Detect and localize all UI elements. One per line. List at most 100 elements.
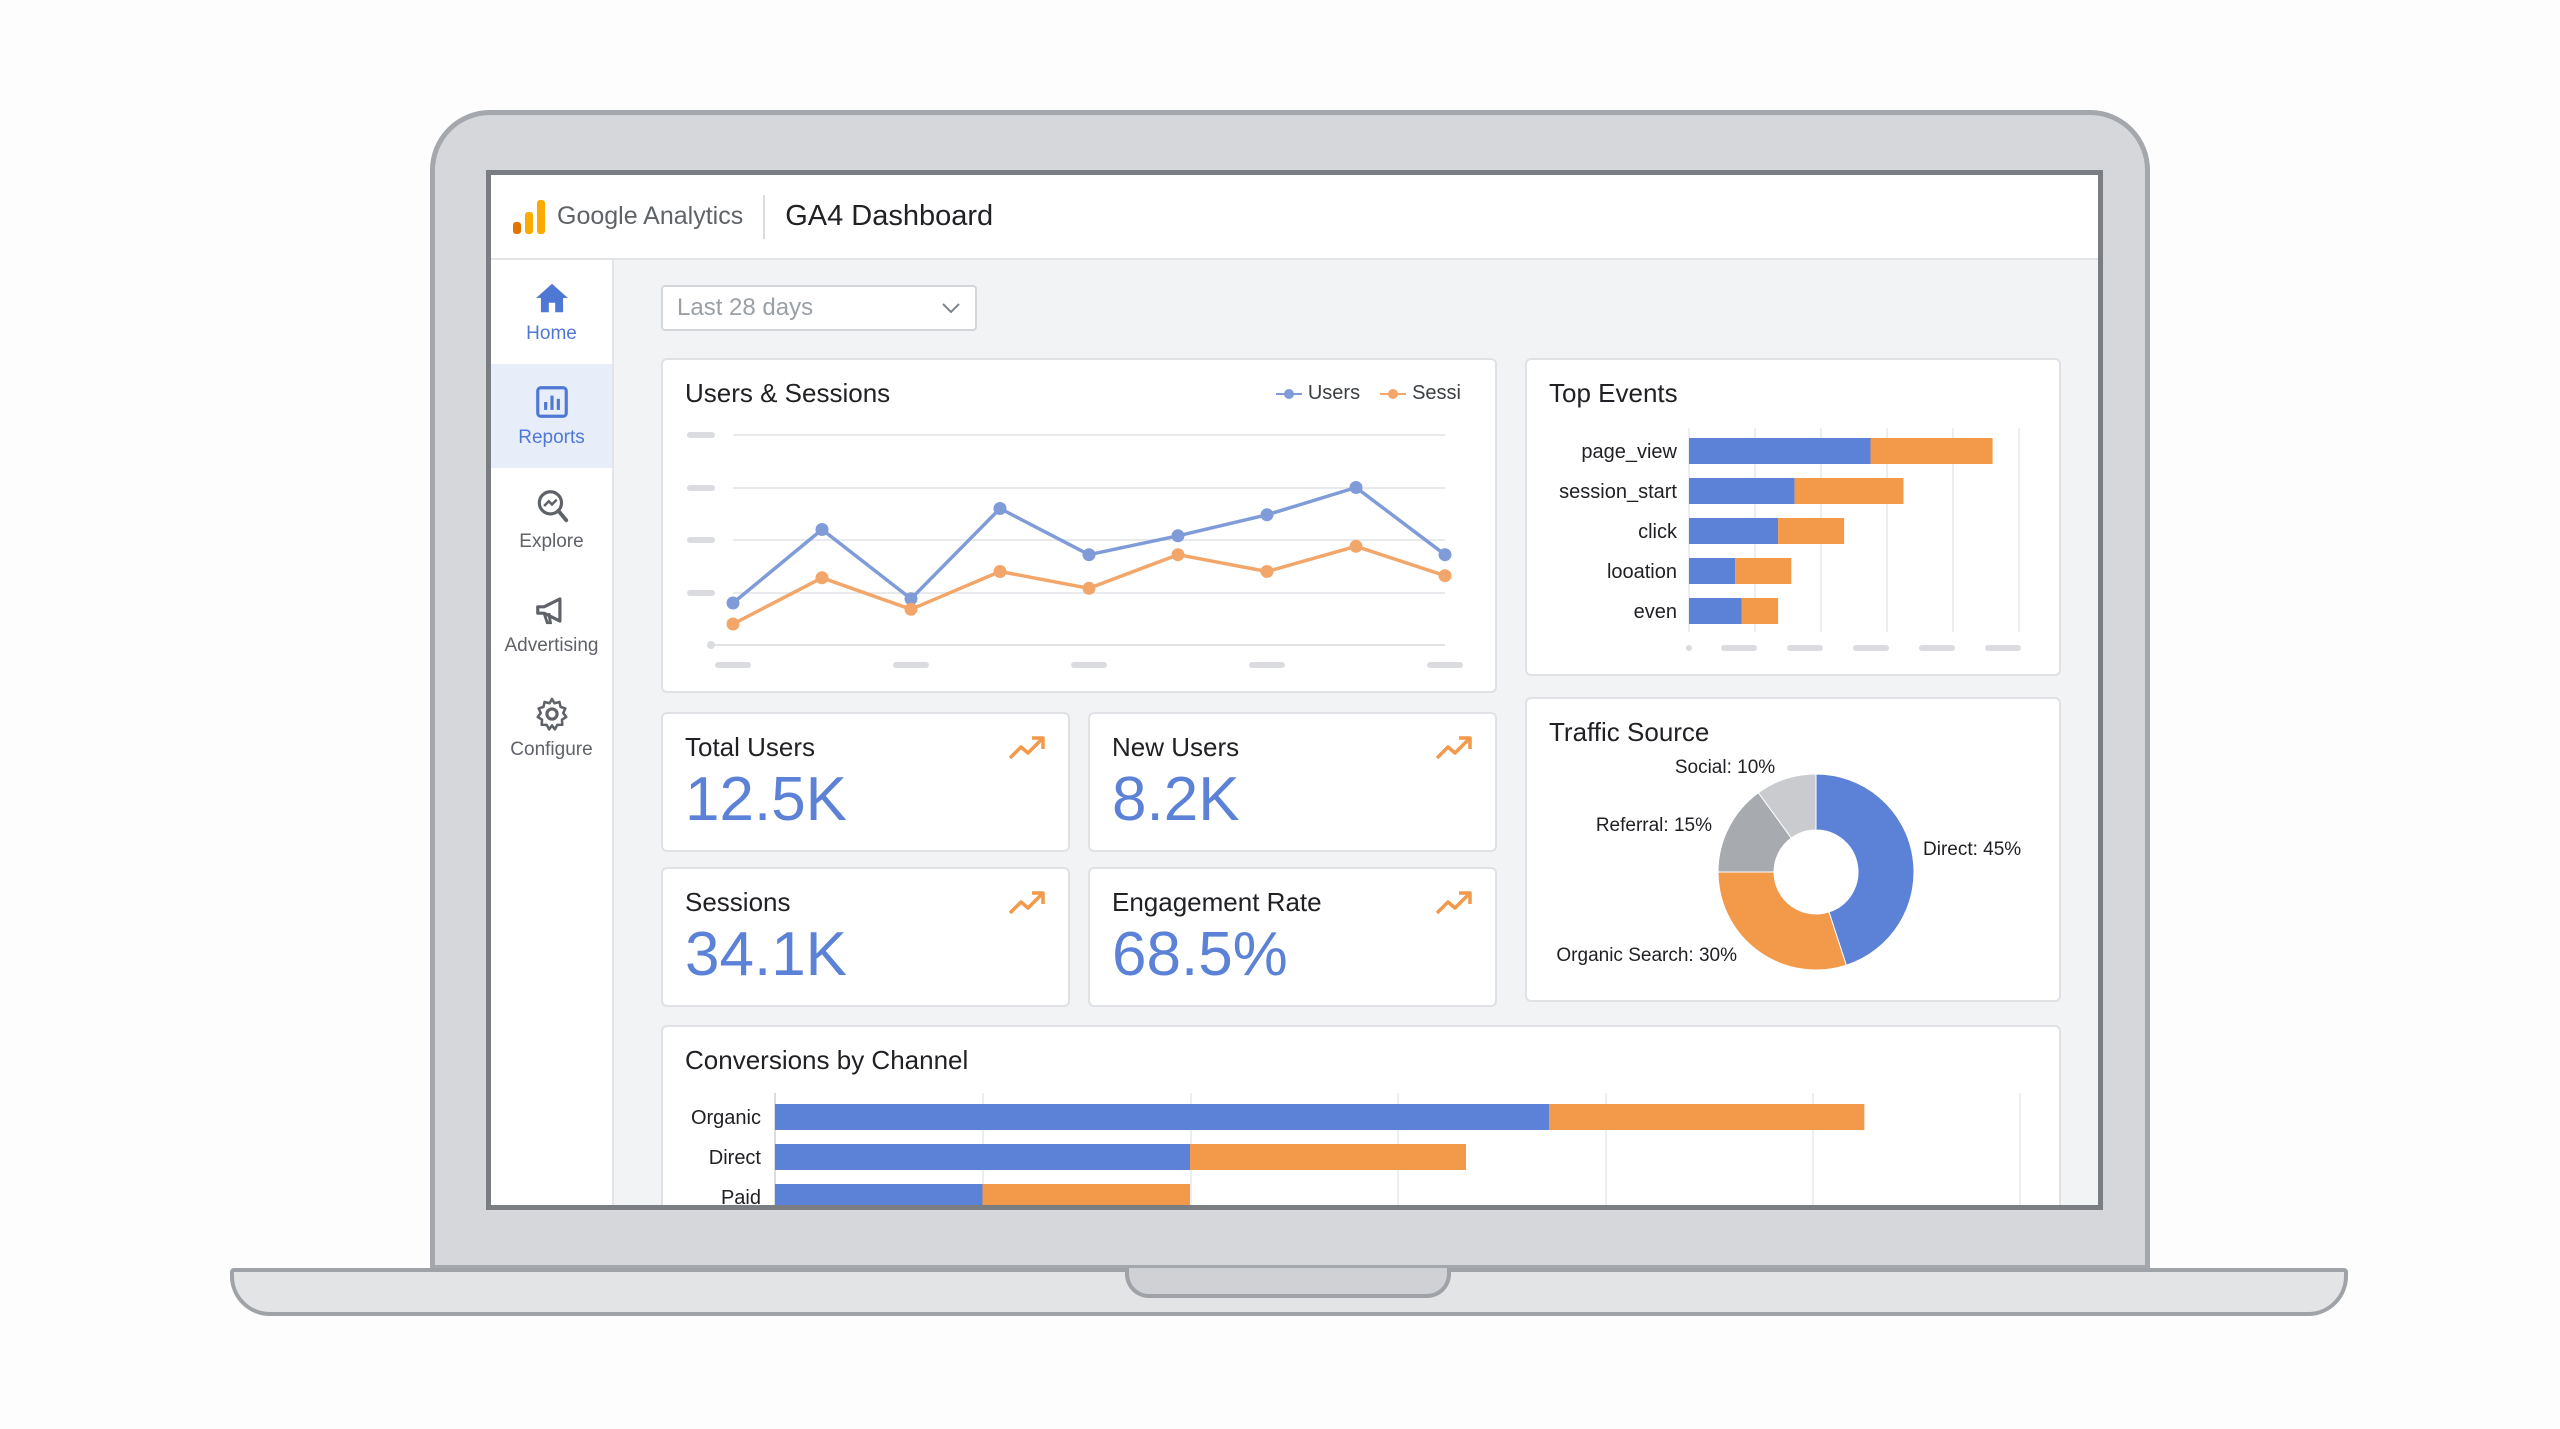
trend-up-icon xyxy=(1008,736,1045,760)
data-point-users xyxy=(1349,481,1363,494)
category-label: Organic xyxy=(691,1107,761,1129)
conversions-bar-chart: Organic Direct Paid xyxy=(691,1093,2021,1209)
kpi-card-engagement-rate[interactable]: Engagement Rate 68.5% xyxy=(1088,867,1497,1007)
data-point-sessions xyxy=(1349,539,1363,553)
x-tick-placeholder xyxy=(1249,662,1285,668)
data-point-users xyxy=(726,596,740,610)
category-label: session_start xyxy=(1559,481,1677,503)
data-point-sessions xyxy=(815,571,829,585)
sidebar-item-reports[interactable]: Reports xyxy=(491,364,612,468)
date-range-dropdown[interactable]: Last 28 days xyxy=(661,285,977,331)
kpi-value: 12.5K xyxy=(685,765,848,834)
page-title: GA4 Dashboard xyxy=(785,200,994,232)
chart-legend: Users Sessi xyxy=(1275,382,1461,405)
gear-icon xyxy=(535,697,568,731)
category-label: Paid xyxy=(721,1187,761,1209)
x-tick-placeholder xyxy=(715,662,751,668)
card-title: Users & Sessions xyxy=(685,378,891,408)
traffic-source-donut-chart: Direct: 45% Organic Search: 30% Referral: … xyxy=(1556,757,2021,971)
slice-label: Direct: 45% xyxy=(1923,839,2021,860)
top-bar: Google Analytics GA4 Dashboard xyxy=(491,175,2098,260)
sidebar-item-label: Configure xyxy=(510,739,593,760)
trend-up-icon xyxy=(1435,891,1472,915)
category-label: click xyxy=(1638,521,1678,543)
axis-origin-dot xyxy=(707,641,715,649)
legend-label: Users xyxy=(1307,382,1361,404)
bar-segment xyxy=(1190,1144,1466,1170)
card-title: Conversions by Channel xyxy=(685,1045,969,1075)
header-divider xyxy=(763,194,766,239)
kpi-value: 34.1K xyxy=(685,920,848,989)
data-point-sessions xyxy=(1260,565,1274,578)
data-point-sessions xyxy=(993,565,1007,578)
ga-logo[interactable]: Google Analytics xyxy=(513,199,744,234)
trend-up-icon xyxy=(1008,891,1045,915)
data-point-users xyxy=(815,523,829,536)
sidebar-item-label: Advertising xyxy=(504,635,599,656)
bar-segment xyxy=(775,1184,983,1205)
slice-label: Organic Search: 30% xyxy=(1556,945,1737,966)
bar-segment xyxy=(1689,438,1871,464)
kpi-label: Sessions xyxy=(685,887,791,917)
bar-segment xyxy=(1689,478,1795,504)
kpi-label: New Users xyxy=(1112,732,1240,762)
data-point-users xyxy=(1082,548,1096,562)
bar-segment xyxy=(1689,558,1736,584)
bar-segment xyxy=(1548,1104,1865,1130)
donut-slice xyxy=(1815,773,1915,966)
sidebar-item-configure[interactable]: Configure xyxy=(491,676,612,780)
data-point-sessions xyxy=(1438,569,1452,583)
megaphone-icon xyxy=(535,597,561,625)
date-range-value: Last 28 days xyxy=(677,294,814,321)
sidebar-item-advertising[interactable]: Advertising xyxy=(491,572,612,676)
category-label: Direct xyxy=(709,1147,762,1169)
y-tick-placeholder xyxy=(687,537,715,543)
card-title: Traffic Source xyxy=(1549,717,1710,747)
sidebar-item-label: Explore xyxy=(519,531,584,552)
laptop-notch xyxy=(1125,1268,1451,1298)
sidebar-item-explore[interactable]: Explore xyxy=(491,468,612,572)
legend-label: Sessi xyxy=(1412,382,1461,404)
bar-segment xyxy=(1741,598,1779,624)
kpi-card-sessions[interactable]: Sessions 34.1K xyxy=(661,867,1070,1007)
x-tick-placeholder xyxy=(1071,662,1107,668)
brand-name: Google Analytics xyxy=(557,202,744,230)
x-tick-placeholder xyxy=(893,662,929,668)
conversions-card: Conversions by Channel Organic Direct Paid xyxy=(661,1025,2061,1209)
kpi-card-total-users[interactable]: Total Users 12.5K xyxy=(661,712,1070,852)
category-label: looation xyxy=(1607,561,1677,583)
data-point-users xyxy=(993,502,1007,515)
y-tick-placeholder xyxy=(687,485,715,491)
kpi-card-new-users[interactable]: New Users 8.2K xyxy=(1088,712,1497,852)
card-title: Top Events xyxy=(1549,378,1678,408)
kpi-label: Engagement Rate xyxy=(1112,887,1322,917)
bar-segment xyxy=(1870,438,1993,464)
legend-swatch-sessions xyxy=(1380,388,1407,400)
app-screen: Google Analytics GA4 Dashboard Home Repo… xyxy=(486,170,2103,1210)
axis-origin-dot xyxy=(1686,645,1692,651)
sidebar-item-home[interactable]: Home xyxy=(491,260,612,364)
kpi-value: 68.5% xyxy=(1112,920,1288,989)
kpi-value: 8.2K xyxy=(1112,765,1240,834)
data-point-sessions xyxy=(726,617,740,631)
data-point-users xyxy=(1171,529,1185,543)
slice-label: Social: 10% xyxy=(1675,757,1775,778)
legend-item-users[interactable]: Users xyxy=(1275,382,1361,405)
donut-slice xyxy=(1717,871,1847,971)
y-tick-placeholder xyxy=(687,590,715,596)
bar-chart-icon xyxy=(535,386,568,418)
sidebar: Home Reports Explore Advertising Configu… xyxy=(491,260,614,1205)
data-point-users xyxy=(1438,548,1452,562)
users-sessions-line-chart xyxy=(687,432,1463,668)
chevron-down-icon xyxy=(942,303,960,314)
category-label: page_view xyxy=(1581,441,1677,463)
x-tick-placeholder xyxy=(1427,662,1463,668)
sidebar-item-label: Reports xyxy=(518,427,585,448)
bar-segment xyxy=(1735,558,1792,584)
bar-segment xyxy=(1794,478,1904,504)
data-point-sessions xyxy=(1082,581,1096,595)
legend-item-sessions[interactable]: Sessi xyxy=(1380,382,1461,405)
x-tick-placeholder xyxy=(1985,645,2021,651)
